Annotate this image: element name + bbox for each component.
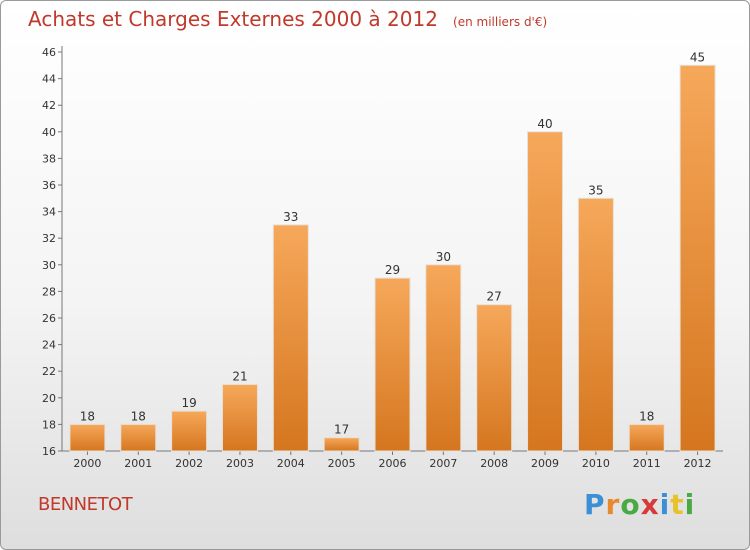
data-label: 45 [690, 50, 705, 64]
logo-letter: P [584, 488, 606, 521]
x-tick-label: 2006 [379, 457, 407, 470]
y-tick-label: 44 [42, 73, 56, 86]
chart-title: Achats et Charges Externes 2000 à 2012 [28, 7, 438, 31]
x-tick-label: 2003 [226, 457, 254, 470]
bar [323, 437, 360, 452]
data-label: 29 [385, 263, 400, 277]
logo-letter: t [670, 488, 685, 521]
y-tick-label: 38 [42, 152, 56, 165]
y-tick-label: 24 [42, 339, 56, 352]
logo-letter: r [605, 488, 621, 521]
commune-name: BENNETOT [38, 494, 133, 515]
x-tick-label: 2010 [582, 457, 610, 470]
y-tick-label: 22 [42, 365, 56, 378]
bar [628, 423, 665, 452]
y-tick-label: 40 [42, 126, 56, 139]
bar [425, 264, 462, 452]
logo-letter: i [659, 488, 671, 521]
y-tick-label: 18 [42, 418, 56, 431]
title-row: Achats et Charges Externes 2000 à 2012 (… [28, 7, 547, 31]
bar [374, 277, 411, 452]
x-tick-label: 2004 [277, 457, 305, 470]
y-tick-label: 28 [42, 285, 56, 298]
x-tick-label: 2001 [124, 457, 152, 470]
x-tick-label: 2012 [684, 457, 712, 470]
data-label: 18 [639, 409, 654, 423]
logo-letter: i [684, 488, 696, 521]
data-label: 18 [131, 409, 146, 423]
x-tick-label: 2009 [531, 457, 559, 470]
bar [272, 224, 309, 452]
logo-letter: x [640, 488, 660, 521]
y-tick-label: 46 [42, 46, 56, 59]
chart-subtitle: (en milliers d'€) [453, 15, 548, 29]
bar [577, 197, 614, 452]
bar [476, 304, 513, 452]
data-label: 40 [537, 117, 552, 131]
y-tick-label: 42 [42, 99, 56, 112]
data-label: 19 [181, 396, 196, 410]
bar [120, 423, 157, 452]
bar [679, 64, 716, 452]
bar [171, 410, 208, 452]
x-tick-label: 2002 [175, 457, 203, 470]
data-label: 27 [487, 290, 502, 304]
y-tick-label: 32 [42, 232, 56, 245]
y-tick-label: 20 [42, 392, 56, 405]
data-label: 35 [588, 183, 603, 197]
data-label: 30 [436, 250, 451, 264]
y-tick-label: 36 [42, 179, 56, 192]
logo-letter: o [620, 488, 641, 521]
y-tick-label: 16 [42, 445, 56, 458]
data-label: 17 [334, 423, 349, 437]
x-tick-label: 2005 [328, 457, 356, 470]
data-label: 33 [283, 210, 298, 224]
data-label: 21 [232, 370, 247, 384]
bar [221, 384, 258, 452]
y-tick-label: 30 [42, 259, 56, 272]
proxiti-logo: Proxiti [584, 488, 695, 521]
bar [527, 131, 564, 452]
y-tick-label: 26 [42, 312, 56, 325]
y-tick-label: 34 [42, 206, 56, 219]
bar [69, 423, 106, 452]
x-tick-label: 2000 [73, 457, 101, 470]
x-tick-label: 2008 [480, 457, 508, 470]
labels: 18 18 19 21 33 17 29 30 27 40 35 18 45 [80, 50, 705, 436]
bars [69, 64, 716, 452]
data-label: 18 [80, 409, 95, 423]
axes: 16 18 20 22 24 26 28 30 32 34 36 38 40 42 44 46 2000 2001… [42, 46, 723, 470]
x-tick-label: 2011 [633, 457, 661, 470]
x-tick-label: 2007 [429, 457, 457, 470]
